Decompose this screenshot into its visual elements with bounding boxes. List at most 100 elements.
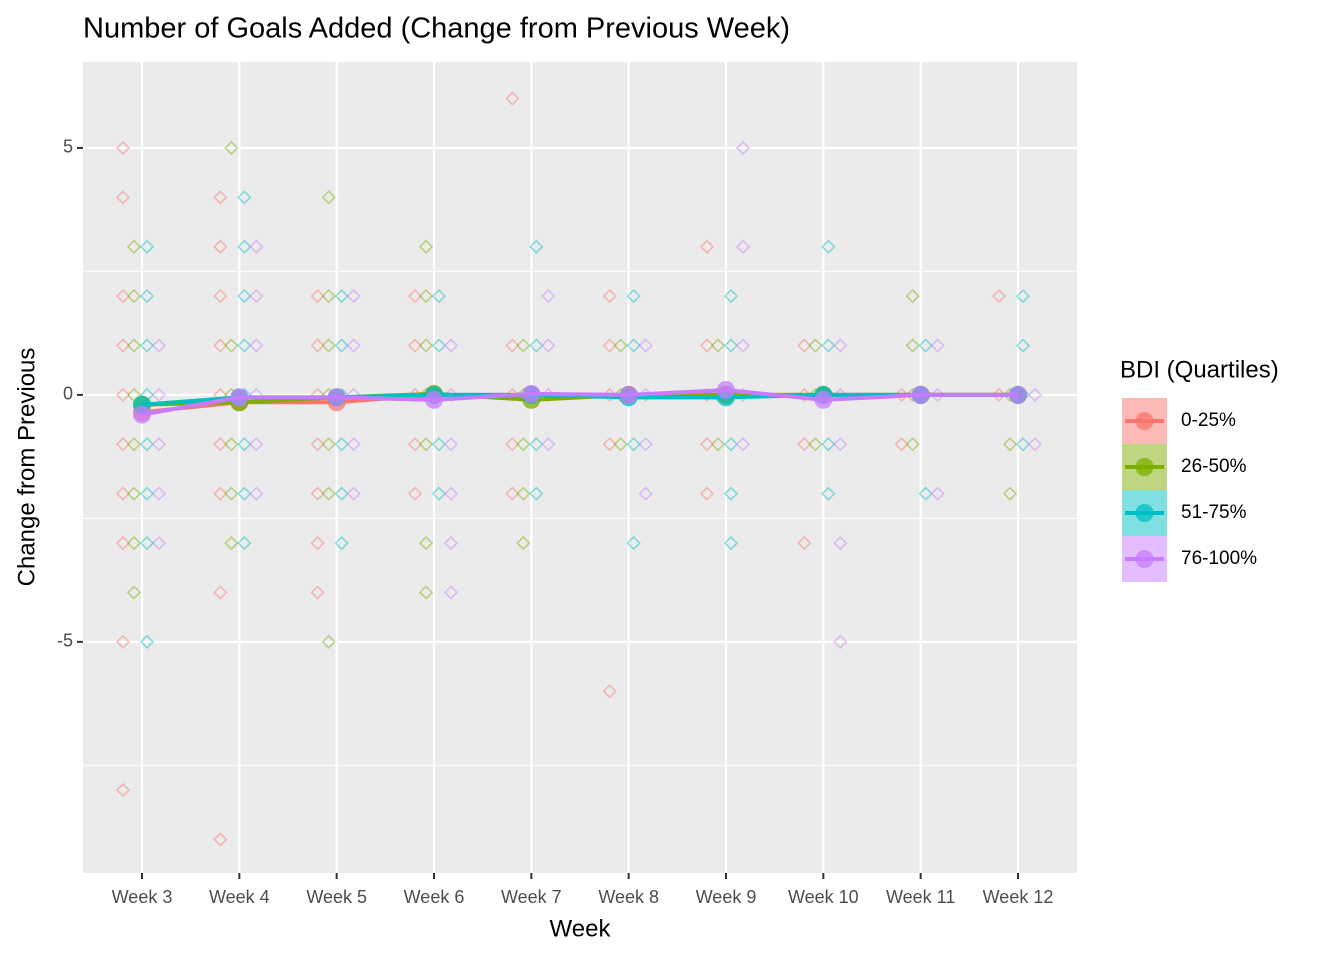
point [443, 338, 459, 353]
point [115, 535, 131, 551]
point [797, 437, 812, 452]
point [407, 437, 423, 452]
point [334, 338, 349, 353]
point [626, 437, 641, 452]
point [602, 338, 617, 353]
point [334, 288, 349, 304]
point [139, 486, 155, 501]
point [821, 437, 836, 452]
mean-point [230, 388, 249, 407]
point [991, 288, 1007, 304]
mean-point [522, 384, 541, 403]
point [237, 338, 252, 353]
legend: 0-25% 26-50% 51-75% 76-100% [1122, 398, 1257, 582]
point [346, 437, 361, 452]
point [723, 338, 739, 353]
point [699, 239, 715, 254]
point [249, 437, 264, 452]
point [905, 437, 920, 452]
x-tick-label: Week 7 [501, 887, 562, 907]
point [516, 486, 531, 501]
point [516, 338, 531, 353]
point [431, 486, 447, 501]
mean-line [141, 387, 1018, 417]
point [310, 437, 325, 452]
point [638, 338, 653, 353]
point [821, 338, 836, 353]
point [151, 387, 167, 403]
point [346, 486, 361, 501]
point [418, 535, 434, 551]
point [541, 288, 556, 304]
point [443, 437, 459, 452]
point [224, 535, 239, 551]
point [833, 338, 848, 353]
point [126, 239, 142, 254]
point [115, 288, 131, 304]
point [249, 239, 264, 254]
point [626, 535, 641, 551]
point [213, 437, 228, 452]
point [346, 338, 361, 353]
chart-title: Number of Goals Added (Change from Previ… [83, 13, 790, 45]
point [541, 437, 556, 452]
y-tick-label: 5 [63, 137, 73, 157]
point [1015, 338, 1031, 353]
point [321, 288, 336, 304]
point [139, 288, 155, 304]
point [735, 437, 751, 452]
point [224, 338, 239, 353]
point [602, 437, 617, 452]
point [431, 338, 447, 353]
legend-label: 26-50% [1181, 456, 1247, 477]
legend-label: 76-100% [1181, 548, 1257, 569]
point [418, 437, 434, 452]
point [541, 338, 556, 353]
point [797, 338, 812, 353]
point [334, 437, 349, 452]
point [213, 338, 228, 353]
point [894, 437, 909, 452]
legend-dot [1135, 504, 1154, 522]
point [418, 585, 434, 600]
point [151, 338, 167, 353]
point [710, 437, 726, 452]
x-tick-label: Week 6 [404, 887, 465, 907]
point [115, 338, 131, 353]
point [213, 585, 228, 600]
point [1015, 288, 1031, 304]
point [139, 535, 155, 551]
mean-point [133, 405, 151, 424]
point [1027, 437, 1043, 452]
point [723, 437, 739, 452]
point [699, 486, 715, 501]
legend-dot [1135, 412, 1154, 430]
point [529, 239, 544, 254]
point [418, 338, 434, 353]
point [735, 140, 751, 156]
point [699, 437, 715, 452]
point [505, 486, 520, 501]
point [310, 486, 325, 501]
mean-point [619, 385, 638, 404]
legend-label: 0-25% [1181, 410, 1236, 431]
point [638, 486, 653, 501]
point [930, 338, 945, 353]
point [626, 288, 641, 304]
point [151, 437, 167, 452]
point [505, 437, 520, 452]
point [613, 338, 628, 353]
point [126, 585, 142, 600]
point [821, 239, 836, 254]
y-tick-label: -5 [57, 631, 73, 651]
point [224, 437, 239, 452]
point [407, 288, 423, 304]
point [602, 684, 617, 699]
mean-point [327, 388, 346, 407]
point [249, 338, 264, 353]
point [723, 288, 739, 304]
point [505, 338, 520, 353]
point [797, 535, 812, 551]
point [930, 486, 945, 501]
point [431, 437, 447, 452]
